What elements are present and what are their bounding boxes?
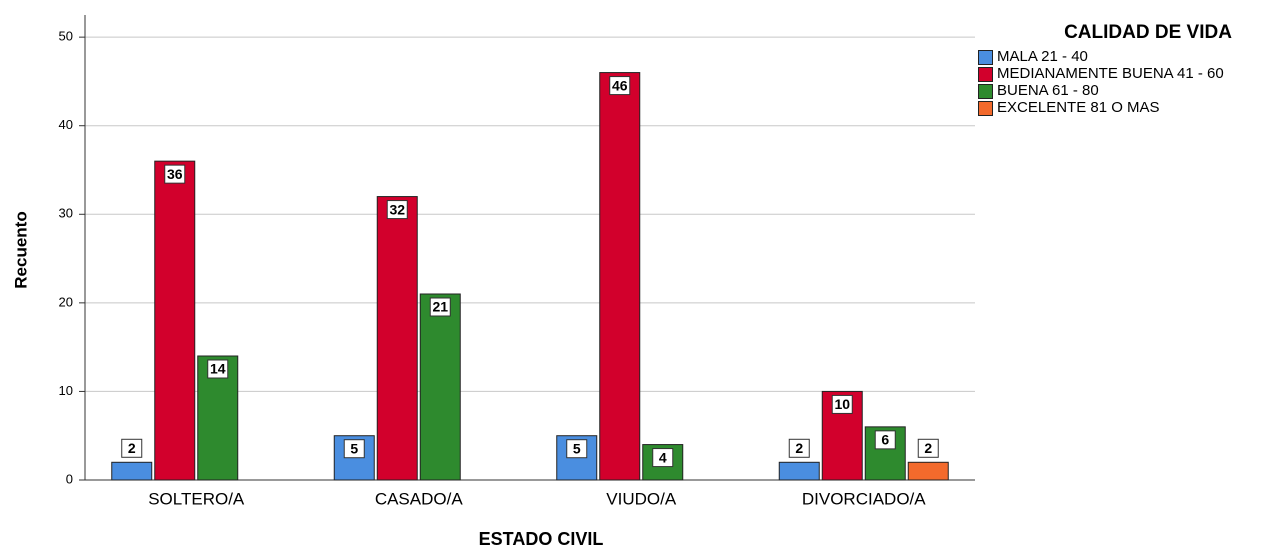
y-tick-label: 10 [59,383,73,398]
legend-label: BUENA 61 - 80 [997,82,1099,99]
value-label: 2 [795,440,803,456]
value-label-box [874,430,896,450]
value-label-box [121,438,143,458]
value-label-box [343,439,365,459]
value-label-box [788,438,810,458]
value-label-box [831,394,853,414]
bar [907,461,949,481]
value-label: 2 [924,440,932,456]
x-axis-label: ESTADO CIVIL [479,529,604,549]
bar [376,196,418,481]
value-label: 5 [350,440,358,456]
value-label-box [386,200,408,220]
y-tick-label: 50 [59,29,73,44]
legend-label: EXCELENTE 81 O MAS [997,99,1160,116]
value-label-box [609,76,631,96]
legend-label: MEDIANAMENTE BUENA 41 - 60 [997,65,1224,82]
bar [778,461,820,481]
y-axis-label: Recuento [11,211,30,288]
legend-entry: MEDIANAMENTE BUENA 41 - 60 [978,65,1278,82]
value-label: 36 [167,166,183,182]
legend: CALIDAD DE VIDA MALA 21 - 40 MEDIANAMENTE… [978,22,1278,118]
bar [154,160,196,481]
x-tick-label: CASADO/A [375,489,464,508]
bar [111,461,153,481]
legend-entry: BUENA 61 - 80 [978,82,1278,99]
y-tick-label: 40 [59,117,73,132]
value-label-box [917,438,939,458]
bar [419,293,461,481]
y-tick-label: 30 [59,206,73,221]
value-label-box [429,297,451,317]
x-tick-label: VIUDO/A [606,489,677,508]
value-label: 10 [834,396,850,412]
legend-entry: MALA 21 - 40 [978,48,1278,65]
legend-title: CALIDAD DE VIDA [1064,22,1232,43]
legend-swatch [978,67,993,82]
value-label-box [652,448,674,468]
y-tick-label: 20 [59,294,73,309]
x-tick-label: SOLTERO/A [148,489,245,508]
legend-entry: EXCELENTE 81 O MAS [978,99,1278,116]
bar [599,72,641,481]
value-label: 14 [210,361,226,377]
x-tick-label: DIVORCIADO/A [802,489,926,508]
value-label: 21 [432,299,448,315]
value-label: 6 [881,432,889,448]
value-label: 2 [128,440,136,456]
legend-swatch [978,101,993,116]
value-label: 4 [659,449,667,465]
y-tick-label: 0 [66,471,73,486]
value-label: 5 [573,440,581,456]
value-label: 46 [612,77,628,93]
value-label-box [207,359,229,379]
legend-swatch [978,84,993,99]
value-label-box [164,164,186,184]
legend-label: MALA 21 - 40 [997,48,1088,65]
value-label: 32 [389,201,405,217]
legend-swatch [978,50,993,65]
value-label-box [566,439,588,459]
